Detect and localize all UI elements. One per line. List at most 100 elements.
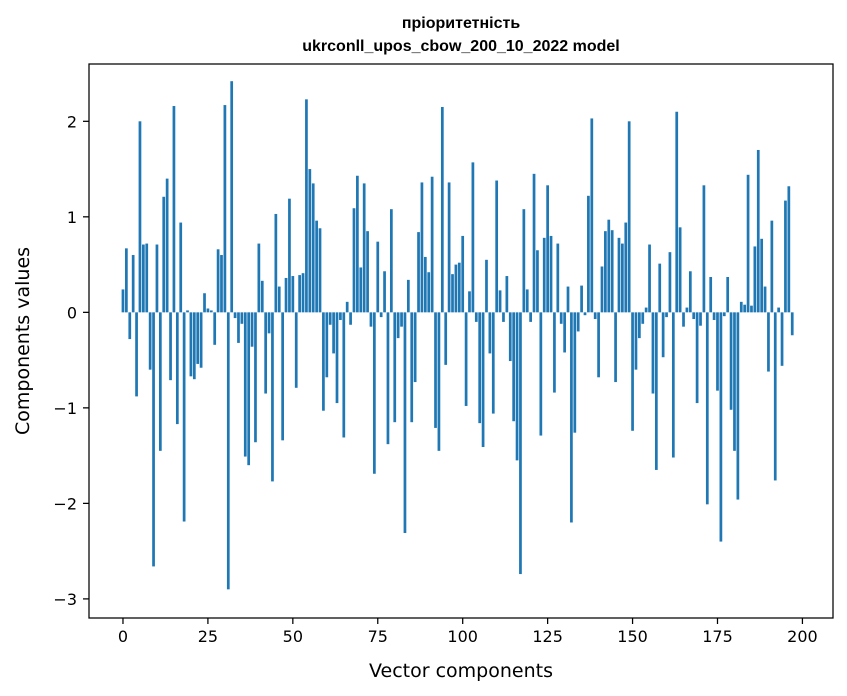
bar-152 bbox=[638, 312, 641, 339]
y-tick-label--2: −2 bbox=[53, 494, 77, 513]
bar-73 bbox=[369, 312, 373, 327]
bar-60 bbox=[325, 312, 329, 378]
bar-194 bbox=[780, 312, 784, 366]
bar-75 bbox=[376, 241, 380, 313]
bar-143 bbox=[607, 219, 611, 313]
bar-123 bbox=[539, 312, 543, 436]
bar-57 bbox=[315, 220, 318, 313]
bar-29 bbox=[220, 255, 223, 313]
y-tick-label--1: −1 bbox=[53, 399, 77, 418]
bar-2 bbox=[128, 312, 132, 340]
bar-151 bbox=[634, 312, 638, 370]
bar-176 bbox=[719, 312, 723, 542]
bar-19 bbox=[186, 310, 189, 313]
bar-122 bbox=[536, 250, 539, 313]
bar-8 bbox=[148, 312, 152, 370]
bar-39 bbox=[254, 312, 257, 443]
bar-144 bbox=[610, 230, 614, 313]
bar-97 bbox=[451, 274, 454, 313]
bar-185 bbox=[750, 305, 753, 313]
bar-42 bbox=[264, 312, 268, 394]
bar-108 bbox=[488, 312, 492, 354]
bar-148 bbox=[624, 222, 628, 313]
bar-80 bbox=[393, 312, 397, 423]
bar-51 bbox=[294, 312, 298, 388]
bar-165 bbox=[682, 312, 685, 327]
bar-31 bbox=[226, 312, 230, 590]
bar-197 bbox=[790, 312, 794, 336]
bar-105 bbox=[478, 312, 482, 424]
bar-14 bbox=[169, 312, 172, 381]
x-axis: 0 25 50 75 100 125 150 175 200 bbox=[118, 618, 818, 646]
x-tick-label-50: 50 bbox=[283, 627, 303, 646]
x-tick-label-125: 125 bbox=[532, 627, 563, 646]
bar-175 bbox=[716, 312, 719, 391]
x-tick-label-200: 200 bbox=[787, 627, 818, 646]
bar-162 bbox=[671, 312, 675, 458]
x-axis-label: Vector components bbox=[369, 660, 553, 682]
bar-127 bbox=[553, 312, 556, 393]
bar-20 bbox=[189, 312, 193, 377]
bar-52 bbox=[298, 275, 301, 313]
bar-37 bbox=[247, 312, 251, 466]
bar-71 bbox=[362, 183, 366, 313]
bar-112 bbox=[502, 312, 505, 322]
y-tick-label--3: −3 bbox=[53, 590, 77, 609]
x-tick-label-175: 175 bbox=[702, 627, 733, 646]
bar-130 bbox=[563, 312, 566, 353]
bar-181 bbox=[736, 312, 740, 500]
bar-188 bbox=[760, 238, 764, 313]
bar-74 bbox=[373, 312, 376, 474]
bar-166 bbox=[685, 307, 689, 313]
bar-150 bbox=[631, 312, 634, 431]
bar-6 bbox=[142, 244, 145, 313]
bar-77 bbox=[383, 271, 386, 313]
bar-106 bbox=[481, 312, 485, 448]
bar-86 bbox=[413, 312, 417, 383]
bar-142 bbox=[604, 231, 607, 313]
bar-160 bbox=[665, 312, 668, 318]
bar-79 bbox=[390, 209, 393, 313]
bar-149 bbox=[627, 121, 631, 313]
bar-53 bbox=[301, 273, 305, 313]
bar-81 bbox=[396, 312, 400, 339]
bar-24 bbox=[203, 293, 206, 313]
bar-174 bbox=[712, 312, 716, 320]
bar-0 bbox=[121, 289, 125, 313]
bar-25 bbox=[206, 308, 210, 313]
bar-182 bbox=[739, 301, 743, 313]
plot-frame bbox=[88, 63, 834, 619]
bar-22 bbox=[196, 312, 200, 364]
bar-69 bbox=[356, 175, 359, 313]
bar-54 bbox=[305, 99, 308, 313]
bar-192 bbox=[773, 312, 777, 481]
x-tick-label-100: 100 bbox=[447, 627, 478, 646]
bar-109 bbox=[491, 312, 495, 414]
bar-120 bbox=[529, 312, 532, 322]
bar-59 bbox=[322, 312, 325, 411]
bar-64 bbox=[339, 312, 342, 320]
bar-55 bbox=[308, 169, 312, 313]
bar-134 bbox=[576, 312, 580, 332]
bar-158 bbox=[658, 263, 662, 313]
bar-145 bbox=[614, 312, 617, 383]
bar-179 bbox=[729, 312, 733, 410]
bar-98 bbox=[454, 264, 458, 313]
bar-68 bbox=[352, 208, 356, 313]
bar-147 bbox=[621, 243, 624, 313]
bar-65 bbox=[342, 312, 346, 438]
bar-156 bbox=[651, 312, 655, 394]
bar-135 bbox=[580, 285, 583, 313]
bar-87 bbox=[417, 232, 420, 313]
bar-90 bbox=[427, 272, 431, 313]
bar-114 bbox=[508, 312, 512, 362]
bar-48 bbox=[284, 277, 288, 313]
bar-101 bbox=[464, 312, 468, 406]
bar-23 bbox=[199, 312, 203, 368]
bar-136 bbox=[583, 312, 587, 316]
bars-group bbox=[121, 81, 794, 590]
bar-44 bbox=[271, 312, 274, 482]
bar-173 bbox=[709, 277, 713, 313]
bar-102 bbox=[468, 291, 471, 313]
bar-12 bbox=[162, 196, 166, 313]
